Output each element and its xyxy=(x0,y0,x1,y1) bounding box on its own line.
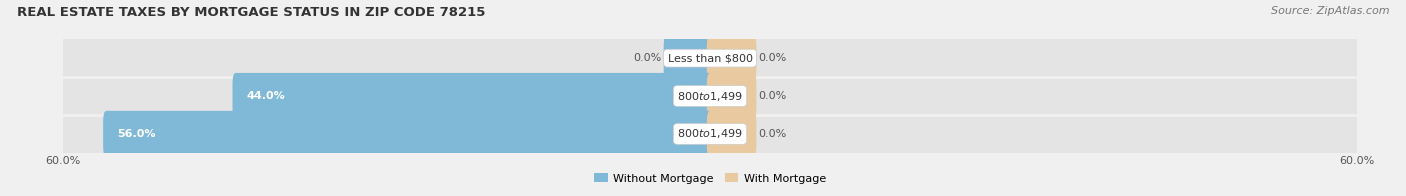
Text: $800 to $1,499: $800 to $1,499 xyxy=(678,90,742,103)
Text: 44.0%: 44.0% xyxy=(246,91,285,101)
Text: 0.0%: 0.0% xyxy=(759,91,787,101)
FancyBboxPatch shape xyxy=(103,111,713,157)
FancyBboxPatch shape xyxy=(232,73,713,119)
Text: Less than $800: Less than $800 xyxy=(668,53,752,63)
FancyBboxPatch shape xyxy=(60,23,1360,94)
FancyBboxPatch shape xyxy=(60,98,1360,170)
FancyBboxPatch shape xyxy=(707,35,756,81)
FancyBboxPatch shape xyxy=(60,60,1360,132)
FancyBboxPatch shape xyxy=(707,111,756,157)
Text: Source: ZipAtlas.com: Source: ZipAtlas.com xyxy=(1271,6,1389,16)
FancyBboxPatch shape xyxy=(707,73,756,119)
Text: 0.0%: 0.0% xyxy=(759,53,787,63)
Text: 0.0%: 0.0% xyxy=(759,129,787,139)
Text: REAL ESTATE TAXES BY MORTGAGE STATUS IN ZIP CODE 78215: REAL ESTATE TAXES BY MORTGAGE STATUS IN … xyxy=(17,6,485,19)
FancyBboxPatch shape xyxy=(664,35,713,81)
Text: $800 to $1,499: $800 to $1,499 xyxy=(678,127,742,140)
Text: 56.0%: 56.0% xyxy=(117,129,156,139)
Text: 0.0%: 0.0% xyxy=(633,53,661,63)
Legend: Without Mortgage, With Mortgage: Without Mortgage, With Mortgage xyxy=(595,173,825,184)
